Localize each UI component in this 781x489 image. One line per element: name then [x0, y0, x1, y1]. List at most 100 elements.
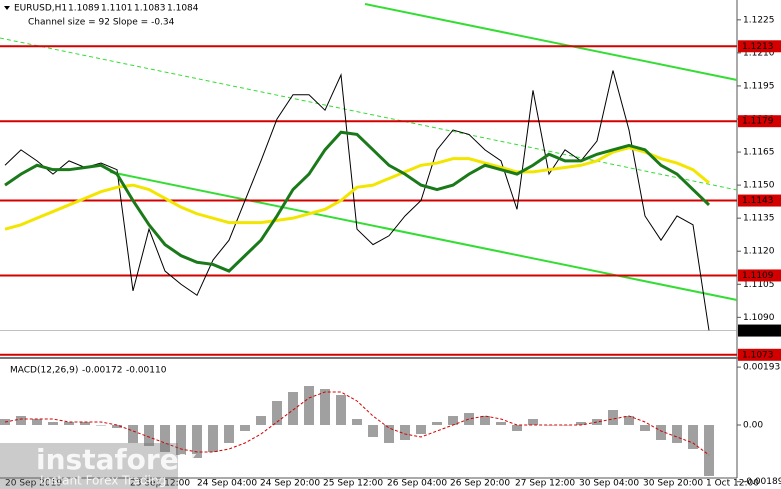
macd-bar	[48, 422, 58, 425]
level-tag	[738, 194, 781, 207]
macd-bar	[176, 425, 186, 455]
macd-bar	[432, 422, 442, 425]
level-tag	[738, 269, 781, 282]
macd-bar	[656, 425, 666, 440]
x-tick-label: 23 Sep 12:00	[130, 479, 190, 489]
macd-bar	[544, 425, 554, 426]
macd-bar	[16, 416, 26, 425]
macd-readout: -0.00110	[126, 366, 167, 376]
x-tick-label: 30 Sep 20:00	[643, 479, 703, 489]
y-tick-label: 1.1105	[743, 280, 775, 290]
last-price-tag	[738, 324, 781, 337]
menu-icon	[4, 6, 10, 10]
y-tick-label: 0.00193	[743, 363, 780, 373]
chart-title: EURUSD,H1	[14, 4, 67, 14]
macd-bar	[208, 425, 218, 452]
quote-value: 1.1084	[167, 4, 199, 14]
macd-bar	[672, 425, 682, 443]
macd-bar	[464, 413, 474, 425]
quote-value: 1.1089	[68, 4, 100, 14]
watermark-brand: instaforex	[36, 443, 197, 476]
macd-bar	[576, 422, 586, 425]
macd-bar	[112, 425, 122, 428]
macd-bar	[352, 419, 362, 425]
level-label: 1.1073	[742, 350, 774, 360]
macd-bar	[336, 395, 346, 425]
macd-bar	[416, 425, 426, 434]
trend-line	[364, 3, 738, 81]
y-tick-label: 1.1195	[743, 81, 775, 91]
macd-bar	[80, 422, 90, 425]
macd-bar	[608, 410, 618, 425]
macd-bar	[528, 419, 538, 425]
trend-line	[109, 171, 738, 301]
x-tick-label: 26 Sep 20:00	[450, 479, 510, 489]
x-tick-label: 27 Sep 12:00	[515, 479, 575, 489]
macd-bar	[688, 425, 698, 449]
quote-value: 1.1101	[101, 4, 133, 14]
watermark-box	[0, 443, 178, 489]
y-tick-label: 0.00	[743, 421, 763, 431]
quote-value: 1.1083	[134, 4, 166, 14]
macd-bar	[384, 425, 394, 443]
x-tick-label: 26 Sep 04:00	[387, 479, 447, 489]
macd-bar	[304, 386, 314, 425]
y-tick-label: 1.1090	[743, 313, 775, 323]
macd-bar	[144, 425, 154, 446]
y-tick-label: 1.1165	[743, 148, 775, 158]
level-label: 1.1143	[742, 196, 774, 206]
y-tick-label: 1.1225	[743, 15, 775, 25]
macd-bar	[240, 425, 250, 431]
macd-bar	[224, 425, 234, 443]
macd-title: MACD(12,26,9)	[10, 366, 78, 376]
moving-average	[4, 130, 711, 273]
macd-bar	[704, 425, 714, 476]
last-price-label: 1.1084	[742, 326, 774, 336]
macd-bar	[320, 389, 330, 425]
y-tick-label: -0.00189	[743, 477, 781, 487]
x-tick-label: 24 Sep 04:00	[197, 479, 257, 489]
price-line	[4, 70, 710, 331]
macd-bar	[400, 425, 410, 440]
macd-bar	[64, 422, 74, 425]
y-tick-label: 1.1210	[743, 48, 775, 58]
macd-bar	[496, 422, 506, 425]
macd-bar	[128, 425, 138, 443]
watermark-tagline: Instant Forex Trading	[40, 474, 166, 488]
macd-bar	[592, 419, 602, 425]
y-tick-label: 1.1135	[743, 214, 775, 224]
level-label: 1.1109	[742, 271, 774, 281]
macd-bar	[288, 392, 298, 425]
moving-average	[4, 146, 710, 231]
macd-bar	[368, 425, 378, 437]
macd-bar	[96, 425, 106, 426]
y-tick-label: 1.1120	[743, 247, 775, 257]
x-tick-label: 24 Sep 20:00	[260, 479, 320, 489]
x-tick-label: 20 Sep 2019	[5, 479, 62, 489]
level-tag	[738, 348, 781, 361]
macd-bar	[32, 419, 42, 425]
macd-bar	[160, 425, 170, 452]
macd-bar	[256, 416, 266, 425]
macd-bar	[480, 416, 490, 425]
signal-line	[4, 391, 710, 456]
x-tick-label: 30 Sep 04:00	[579, 479, 639, 489]
macd-bar	[512, 425, 522, 431]
level-label: 1.1179	[742, 117, 774, 127]
macd-readout: -0.00172	[82, 366, 122, 376]
chart-subtitle: Channel size = 92 Slope = -0.34	[28, 18, 175, 28]
macd-bar	[272, 401, 282, 425]
x-tick-label: 1 Oct 12:00	[706, 479, 759, 489]
x-tick-label: 25 Sep 12:00	[323, 479, 383, 489]
level-label: 1.1213	[742, 42, 774, 52]
y-tick-label: 1.1150	[743, 181, 775, 191]
level-tag	[738, 40, 781, 53]
macd-bar	[624, 416, 634, 425]
macd-bar	[192, 425, 202, 458]
watermark: instaforex Instant Forex Trading	[0, 443, 197, 489]
macd-bar	[640, 425, 650, 431]
level-tag	[738, 115, 781, 128]
macd-bar	[448, 416, 458, 425]
